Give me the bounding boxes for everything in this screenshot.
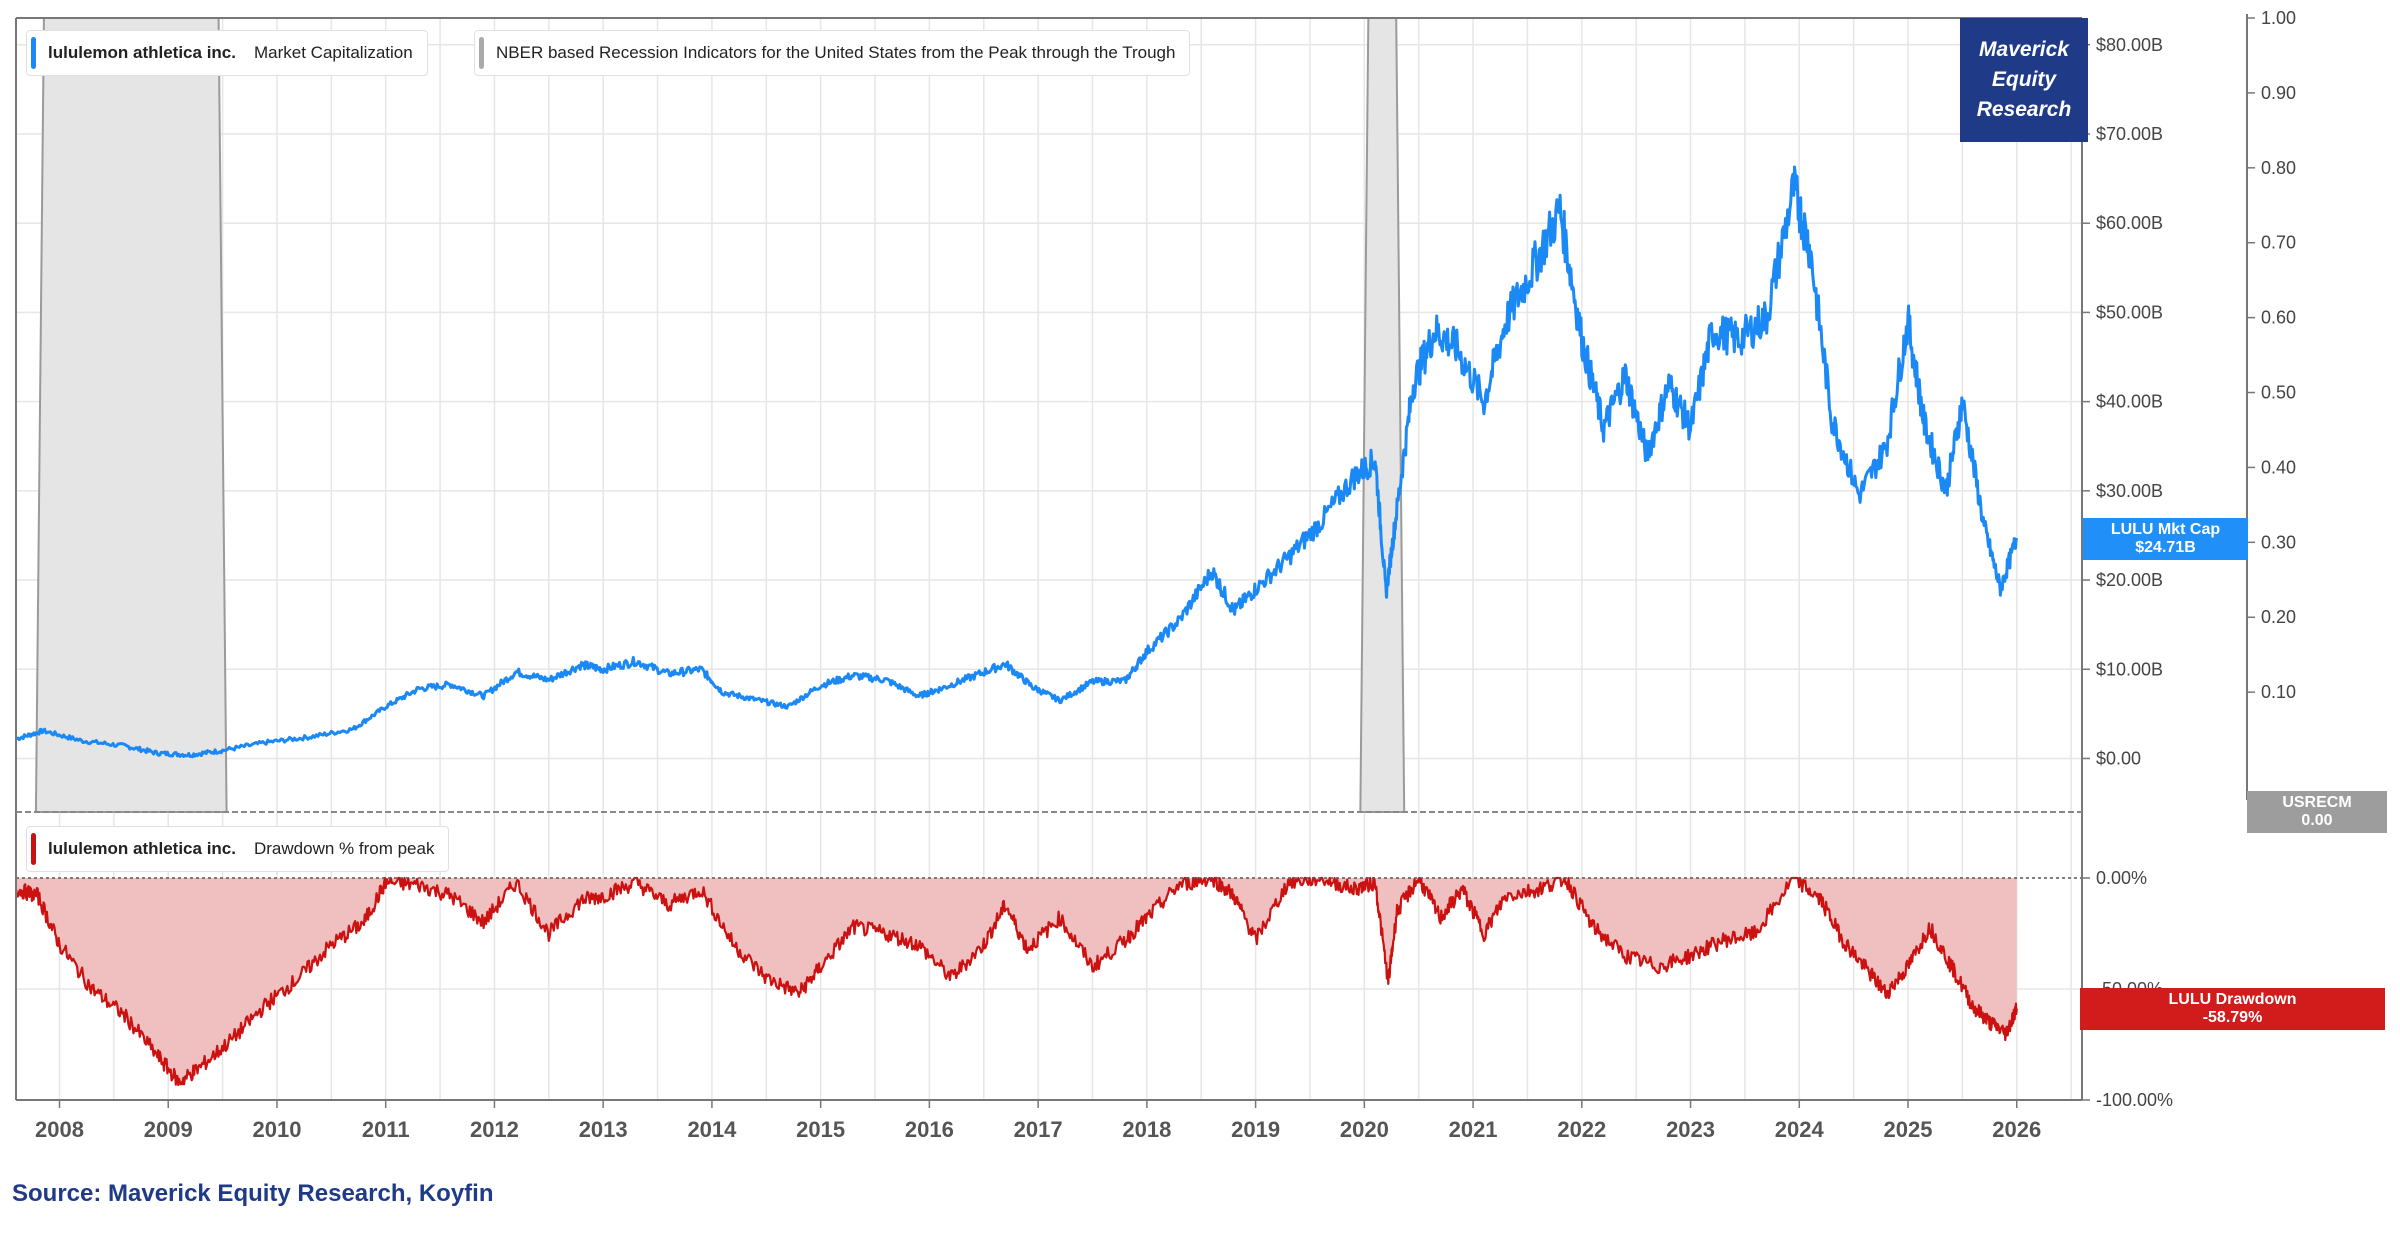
source-caption: Source: Maverick Equity Research, Koyfin [12, 1180, 494, 1207]
usrecm-tick-label: 0.70 [2261, 233, 2296, 253]
legend-drawdown-metric: Drawdown % from peak [253, 839, 435, 858]
usrecm-tick-label: 0.40 [2261, 457, 2296, 477]
drawdown-tag-value: -58.79% [2202, 1009, 2263, 1026]
usrecm-tick-label: 0.80 [2261, 158, 2296, 178]
usrecm-tag-label: USRECM [2282, 794, 2352, 811]
legend-recession-swatch [479, 37, 484, 69]
plot-frame [15, 14, 2248, 1101]
drawdown-series-line [14, 876, 2018, 1087]
usrecm-tag-value: 0.00 [2301, 812, 2333, 829]
legend-drawdown-company: lululemon athletica inc. [48, 839, 236, 858]
y-tick-label: $70.00B [2096, 124, 2163, 144]
x-tick-label: 2025 [1884, 1117, 1933, 1142]
x-tick-label: 2016 [905, 1117, 954, 1142]
legend-market-cap-company: lululemon athletica inc. [48, 43, 236, 62]
x-tick-label: 2013 [579, 1117, 628, 1142]
x-tick-label: 2017 [1014, 1117, 1063, 1142]
x-tick-label: 2009 [144, 1117, 193, 1142]
x-tick-label: 2012 [470, 1117, 519, 1142]
axis-labels: $0.00 $10.00B $20.00B $30.00B $40.00B $50.00B… [35, 8, 2296, 1142]
drawdown-area [14, 876, 2082, 1087]
brand-line-3: Research [1976, 98, 2072, 121]
legend-drawdown[interactable]: lululemon athletica inc. Drawdown % from… [26, 826, 450, 872]
legend-recession-label: NBER based Recession Indicators for the … [496, 43, 1176, 62]
usrecm-tick-label: 0.50 [2261, 383, 2296, 403]
y-tick-label: $10.00B [2096, 659, 2163, 679]
x-tick-label: 2026 [1992, 1117, 2041, 1142]
x-tick-label: 2018 [1122, 1117, 1171, 1142]
y-tick-label: $0.00 [2096, 748, 2141, 768]
y-tick-label: $60.00B [2096, 213, 2163, 233]
x-tick-label: 2021 [1449, 1117, 1498, 1142]
x-tick-label: 2011 [362, 1117, 410, 1142]
market-cap-tag-label: LULU Mkt Cap [2110, 521, 2221, 538]
y-tick-label: $80.00B [2096, 35, 2163, 55]
recession-band [1359, 17, 1406, 813]
x-tick-label: 2008 [35, 1117, 84, 1142]
x-tick-label: 2019 [1231, 1117, 1280, 1142]
usrecm-tick-label: 1.00 [2261, 8, 2296, 28]
brand-line-2: Equity [1991, 68, 2057, 91]
y-tick-label: $40.00B [2096, 392, 2163, 412]
y-tick-label: $50.00B [2096, 302, 2163, 322]
brand-line-1: Maverick [1979, 38, 2069, 61]
usrecm-tick-label: 0.10 [2261, 682, 2296, 702]
market-cap-value-tag: LULU Mkt Cap $24.71B [2083, 518, 2248, 560]
x-tick-label: 2022 [1557, 1117, 1606, 1142]
dd-y-tick-label: -100.00% [2096, 1090, 2173, 1110]
x-tick-label: 2014 [687, 1117, 737, 1142]
x-tick-label: 2015 [796, 1117, 845, 1142]
y-tick-label: $20.00B [2096, 570, 2163, 590]
legend-drawdown-swatch [31, 833, 36, 865]
x-tick-label: 2024 [1775, 1117, 1825, 1142]
brand-logo: Maverick Equity Research [1960, 18, 2088, 142]
dd-y-tick-label: 0.00% [2096, 868, 2147, 888]
recession-band [34, 17, 228, 813]
legend-market-cap-metric: Market Capitalization [253, 43, 413, 62]
market-cap-series-line [15, 165, 2019, 759]
x-tick-label: 2020 [1340, 1117, 1389, 1142]
usrecm-tick-label: 0.20 [2261, 607, 2296, 627]
legend-market-cap[interactable]: lululemon athletica inc. Market Capitali… [26, 30, 428, 76]
drawdown-value-tag: LULU Drawdown -58.79% [2080, 988, 2385, 1030]
market-cap-line [15, 165, 2019, 759]
legend-recession[interactable]: NBER based Recession Indicators for the … [474, 30, 1191, 76]
drawdown-fill [16, 878, 2017, 1085]
market-cap-tag-value: $24.71B [2135, 539, 2196, 556]
x-tick-label: 2023 [1666, 1117, 1715, 1142]
usrecm-tick-label: 0.30 [2261, 532, 2296, 552]
y-tick-label: $30.00B [2096, 481, 2163, 501]
usrecm-tick-label: 0.60 [2261, 308, 2296, 328]
x-tick-label: 2010 [252, 1117, 301, 1142]
drawdown-tag-label: LULU Drawdown [2168, 991, 2297, 1008]
legend-market-cap-swatch [31, 37, 36, 69]
usrecm-value-tag: USRECM 0.00 [2247, 791, 2387, 833]
usrecm-tick-label: 0.90 [2261, 83, 2296, 103]
